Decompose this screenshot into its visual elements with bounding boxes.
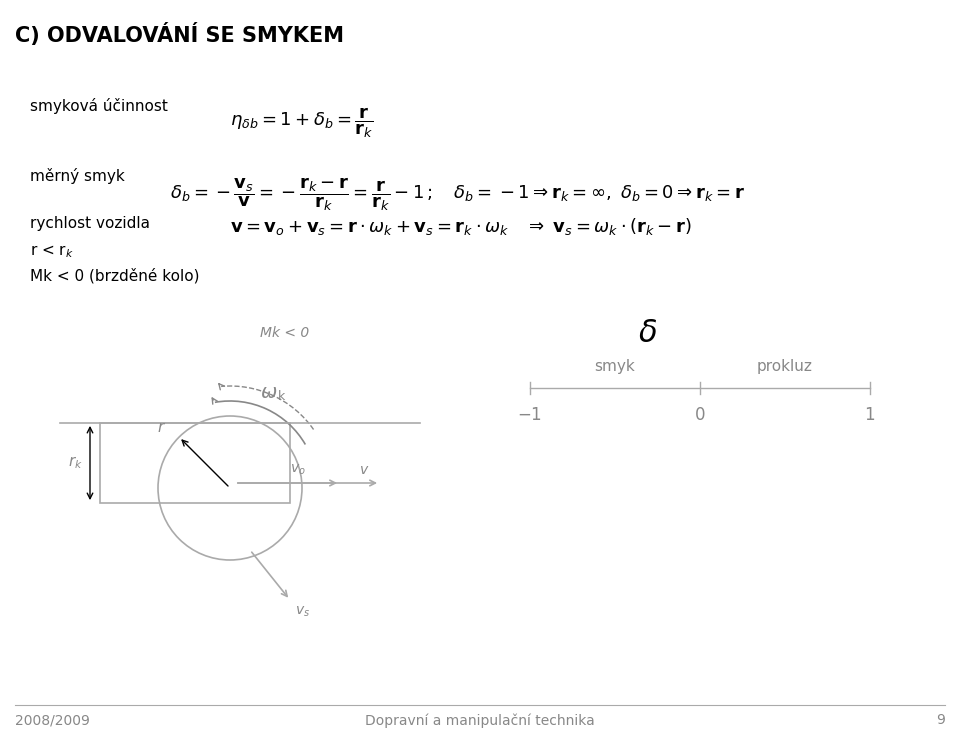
Text: $r_k$: $r_k$	[67, 454, 83, 471]
Text: C) ODVALOVÁNÍ SE SMYKEM: C) ODVALOVÁNÍ SE SMYKEM	[15, 23, 344, 46]
Text: měrný smyk: měrný smyk	[30, 168, 125, 184]
Text: $\delta$: $\delta$	[638, 318, 658, 349]
Text: prokluz: prokluz	[757, 359, 813, 374]
Text: $-1$: $-1$	[517, 406, 542, 424]
Text: $0$: $0$	[694, 406, 706, 424]
Text: r < r$_k$: r < r$_k$	[30, 243, 74, 259]
Text: k: k	[278, 389, 285, 402]
Text: $\delta_b = -\dfrac{\mathbf{v}_s}{\mathbf{v}} = -\dfrac{\mathbf{r}_k - \mathbf{r: $\delta_b = -\dfrac{\mathbf{v}_s}{\mathb…	[170, 175, 745, 213]
Text: $\mathbf{v} = \mathbf{v}_o + \mathbf{v}_s = \mathbf{r} \cdot \omega_k + \mathbf{: $\mathbf{v} = \mathbf{v}_o + \mathbf{v}_…	[230, 216, 691, 237]
Text: $v_s$: $v_s$	[295, 605, 310, 619]
Text: smyková účinnost: smyková účinnost	[30, 98, 168, 114]
Text: Mk < 0 (brzděné kolo): Mk < 0 (brzděné kolo)	[30, 268, 200, 284]
Text: 9: 9	[936, 713, 945, 727]
Text: $\omega$: $\omega$	[260, 383, 277, 402]
Text: Dopravní a manipulační technika: Dopravní a manipulační technika	[365, 713, 595, 727]
Text: $v_o$: $v_o$	[290, 463, 305, 477]
Text: 2008/2009: 2008/2009	[15, 713, 90, 727]
Text: rychlost vozidla: rychlost vozidla	[30, 216, 150, 231]
Text: r: r	[158, 419, 164, 435]
Text: Mk < 0: Mk < 0	[260, 326, 309, 340]
Text: $\eta_{\delta b} = 1 + \delta_b = \dfrac{\mathbf{r}}{\mathbf{r}_k}$: $\eta_{\delta b} = 1 + \delta_b = \dfrac…	[230, 105, 373, 140]
Text: smyk: smyk	[594, 359, 636, 374]
Text: $1$: $1$	[864, 406, 876, 424]
Text: v: v	[360, 463, 369, 477]
